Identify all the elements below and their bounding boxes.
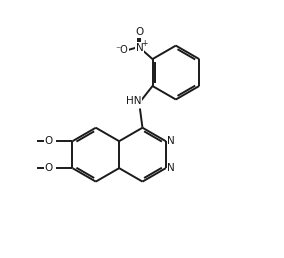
Text: N: N (167, 163, 175, 173)
Text: O: O (45, 163, 53, 173)
Text: HN: HN (126, 96, 141, 106)
Text: N: N (136, 43, 143, 53)
Text: +: + (141, 39, 147, 48)
Text: O: O (45, 136, 53, 146)
Text: O: O (135, 27, 144, 37)
Text: ⁻O: ⁻O (115, 45, 128, 55)
Text: N: N (167, 136, 175, 146)
